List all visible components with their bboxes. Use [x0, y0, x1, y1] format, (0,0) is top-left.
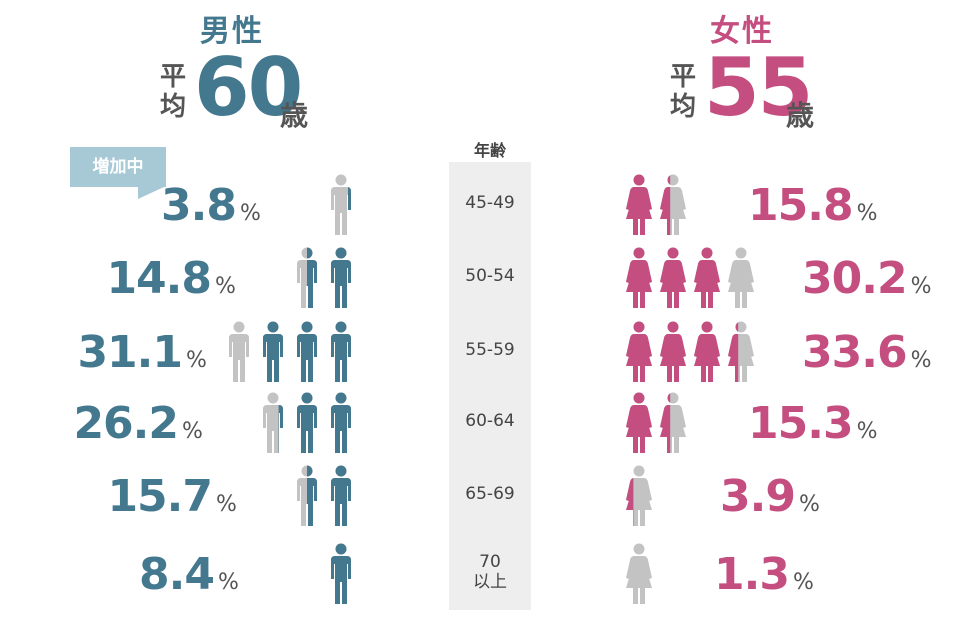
- male-percent-unit: %: [215, 274, 236, 299]
- male-percent-unit: %: [216, 492, 237, 517]
- female-person-icon: [626, 321, 652, 382]
- female-person-icon: [728, 247, 754, 308]
- male-percent-label: 8.4%: [139, 550, 239, 609]
- female-percent-value: 15.3: [748, 398, 854, 449]
- age-label: 65-69: [465, 484, 515, 504]
- age-label: 55-59: [465, 340, 515, 360]
- female-percent-value: 33.6: [802, 327, 908, 378]
- female-average-prefix: 平均: [670, 62, 697, 122]
- female-person-icon: [660, 392, 686, 453]
- age-column: [449, 162, 531, 610]
- female-percent-unit: %: [856, 419, 878, 444]
- female-percent-value: 3.9: [720, 471, 796, 522]
- male-percent-label: 15.7%: [107, 472, 236, 531]
- male-title: 男性: [200, 14, 264, 49]
- female-person-icon: [694, 247, 720, 308]
- female-percent-unit: %: [792, 570, 814, 595]
- female-average-suffix: 歳: [786, 99, 815, 132]
- female-person-icon: [626, 465, 652, 526]
- age-label: 60-64: [465, 411, 515, 431]
- female-person-icon: [626, 543, 652, 604]
- female-percent-label: 30.2%: [802, 254, 931, 313]
- male-person-icon: [263, 392, 283, 453]
- male-percent-value: 14.8: [106, 253, 212, 304]
- female-percent-unit: %: [798, 492, 820, 517]
- male-person-icon: [229, 321, 249, 382]
- male-percent-unit: %: [240, 201, 261, 226]
- female-percent-label: 15.3%: [748, 399, 877, 458]
- male-person-icon: [297, 247, 317, 308]
- male-person-icon: [331, 321, 351, 382]
- age-label: 50-54: [465, 266, 515, 286]
- female-person-icon: [626, 247, 652, 308]
- male-percent-value: 8.4: [139, 549, 215, 600]
- male-person-icon: [331, 174, 351, 235]
- male-percent-unit: %: [218, 570, 239, 595]
- male-percent-label: 26.2%: [73, 399, 202, 458]
- female-person-icon: [728, 321, 754, 382]
- male-person-icon: [297, 392, 317, 453]
- increasing-badge: 増加中: [70, 147, 166, 187]
- female-person-icon: [660, 321, 686, 382]
- age-label: 45-49: [465, 193, 515, 213]
- male-person-icon: [331, 465, 351, 526]
- male-average-value: 60: [194, 41, 303, 134]
- male-percent-label: 31.1%: [77, 328, 206, 387]
- male-average-suffix: 歳: [280, 99, 309, 132]
- female-person-icon: [660, 174, 686, 235]
- female-percent-value: 1.3: [714, 549, 790, 600]
- male-person-icon: [263, 321, 283, 382]
- female-average-value: 55: [704, 41, 813, 134]
- female-percent-unit: %: [910, 274, 932, 299]
- male-percent-value: 3.8: [161, 180, 237, 231]
- badge-tail: [138, 187, 164, 199]
- male-percent-unit: %: [182, 419, 203, 444]
- female-person-icon: [626, 174, 652, 235]
- age-label: 70 以上: [473, 552, 507, 592]
- male-percent-value: 26.2: [73, 398, 179, 449]
- female-percent-label: 33.6%: [802, 328, 931, 387]
- female-percent-label: 3.9%: [720, 472, 820, 531]
- age-column-header: 年齢: [473, 141, 506, 160]
- male-percent-value: 31.1: [77, 327, 183, 378]
- male-percent-label: 14.8%: [106, 254, 235, 313]
- male-percent-label: 3.8%: [161, 181, 261, 240]
- female-percent-label: 15.8%: [748, 181, 877, 240]
- male-percent-value: 15.7: [107, 471, 213, 522]
- male-person-icon: [331, 392, 351, 453]
- male-person-icon: [297, 321, 317, 382]
- female-person-icon: [660, 247, 686, 308]
- female-title: 女性: [710, 14, 774, 49]
- female-percent-unit: %: [856, 201, 878, 226]
- male-average-prefix: 平均: [160, 62, 187, 122]
- female-percent-label: 1.3%: [714, 550, 814, 609]
- female-percent-value: 15.8: [748, 180, 854, 231]
- female-percent-value: 30.2: [802, 253, 908, 304]
- male-person-icon: [331, 543, 351, 604]
- female-percent-unit: %: [910, 348, 932, 373]
- female-person-icon: [626, 392, 652, 453]
- male-person-icon: [331, 247, 351, 308]
- female-person-icon: [694, 321, 720, 382]
- male-person-icon: [297, 465, 317, 526]
- male-percent-unit: %: [186, 348, 207, 373]
